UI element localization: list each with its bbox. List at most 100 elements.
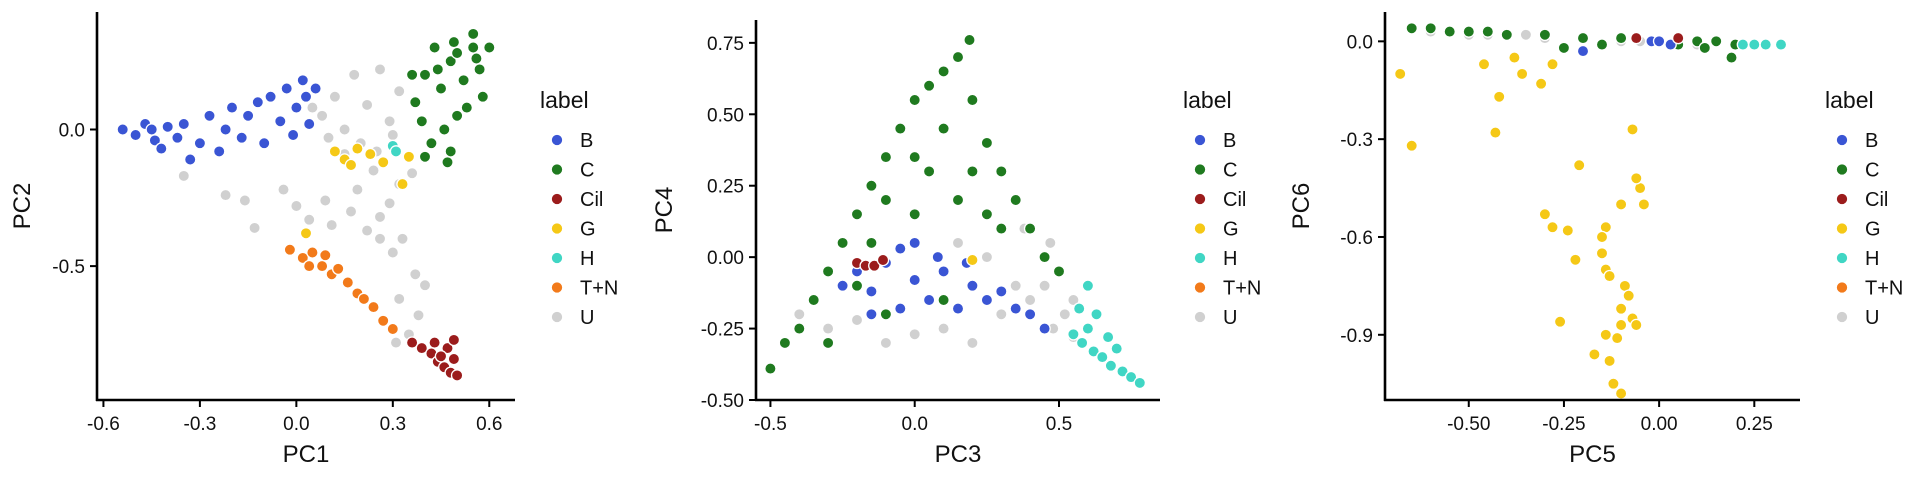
point-u-11 [1058,308,1072,321]
legend-key-tnn [1193,281,1207,294]
legend-label: U [580,307,594,329]
point-b-7 [937,265,950,278]
y-tick-label: 0.75 [707,34,744,55]
point-c-9 [894,122,907,135]
point-b-7 [183,153,197,166]
legend-label: T+N [1865,278,1903,300]
point-h-1 [1748,38,1761,51]
point-u-16 [951,236,965,250]
point-g-30 [1588,348,1601,361]
point-b-23 [309,82,322,95]
point-h-5 [1104,359,1118,372]
point-c-23 [908,150,921,164]
point-c-20 [441,156,454,169]
point-h-7 [1116,365,1129,378]
legend-title: label [1825,87,1874,113]
legend-label: U [1223,307,1237,329]
panel-3: -0.50 -0.25 0.00 0.25 0.0 -0.3 -0.6 -0.9 PC5 PC6 l… [1288,12,1903,468]
point-c-7 [466,41,480,54]
point-h-4 [1096,350,1109,364]
point-g-8 [1489,126,1502,139]
point-b-15 [251,95,265,109]
point-c-31 [908,208,921,221]
point-g-17 [1614,198,1628,211]
point-b-14 [241,109,255,123]
point-u-24 [373,232,387,246]
legend-label: H [580,248,594,270]
point-tnn-0 [283,243,297,256]
y-axis-title: PC6 [1288,183,1315,230]
point-h-6 [1110,342,1123,355]
point-u-19 [418,278,432,292]
legend-label: T+N [1223,278,1261,300]
point-g-9 [1538,207,1552,221]
y-tick-label: -0.5 [52,257,85,278]
point-g-10 [1546,220,1559,234]
point-b-24 [299,90,313,103]
legend-label: Cil [1865,189,1888,211]
point-u-8 [1023,293,1037,307]
legend-key-g [1193,222,1207,235]
x-tick-label: -0.50 [1447,414,1490,435]
point-b-4 [894,242,907,255]
point-c-23 [447,35,461,49]
point-u-12 [373,210,387,224]
point-b-8 [193,136,207,150]
point-u-0 [793,308,806,321]
point-c-25 [966,165,979,178]
point-g-35 [1569,253,1582,267]
point-c-8 [879,150,893,164]
point-h-3 [1087,345,1100,358]
x-tick-label: 0.00 [1641,414,1678,435]
point-u-4 [908,328,921,341]
point-c-3 [1462,25,1476,38]
point-c-9 [483,41,496,54]
point-g-8 [299,227,313,240]
point-c-21 [1052,265,1066,278]
legend-title: label [540,87,589,113]
point-b-15 [894,302,907,315]
point-b-0 [116,123,129,136]
point-b-1 [129,128,142,142]
point-b-10 [212,145,226,158]
x-tick-label: 0.3 [380,414,406,435]
point-b-8 [951,302,965,315]
point-u-14 [1009,279,1022,292]
x-tick-label: 0.0 [283,414,309,435]
point-c-14 [963,33,976,47]
point-g-25 [1614,302,1628,315]
point-h-12 [1101,330,1115,344]
point-b-12 [225,101,239,114]
point-c-2 [428,41,441,54]
point-c-1 [778,336,792,350]
point-c-16 [980,136,994,150]
point-cil-11 [450,369,464,382]
point-c-11 [922,79,936,92]
point-tnn-9 [367,300,380,314]
point-tnn-2 [306,246,319,259]
point-b-2 [865,285,878,298]
point-c-7 [865,179,878,192]
x-axis-title: PC3 [935,441,982,468]
point-u-37 [306,101,319,114]
point-tnn-3 [315,259,329,273]
points-panel-1 [116,27,496,382]
point-c-11 [460,101,474,114]
point-g-0 [966,253,979,267]
legend-key-b [550,133,564,147]
point-g-36 [1599,328,1613,342]
point-b-25 [286,128,300,142]
legend-key-u [550,310,564,324]
point-h-3 [1774,38,1788,51]
legend-key-tnn [550,281,564,294]
point-h-2 [1759,38,1772,51]
point-cil-7 [441,341,454,355]
y-tick-label: 0.25 [707,177,744,198]
point-b-17 [264,90,277,103]
point-c-4 [1481,25,1495,38]
x-tick-label: 0.5 [1046,414,1072,435]
point-u-22 [389,336,403,349]
points-panel-3 [1393,22,1788,400]
point-c-15 [415,115,429,128]
point-u-17 [392,292,406,306]
